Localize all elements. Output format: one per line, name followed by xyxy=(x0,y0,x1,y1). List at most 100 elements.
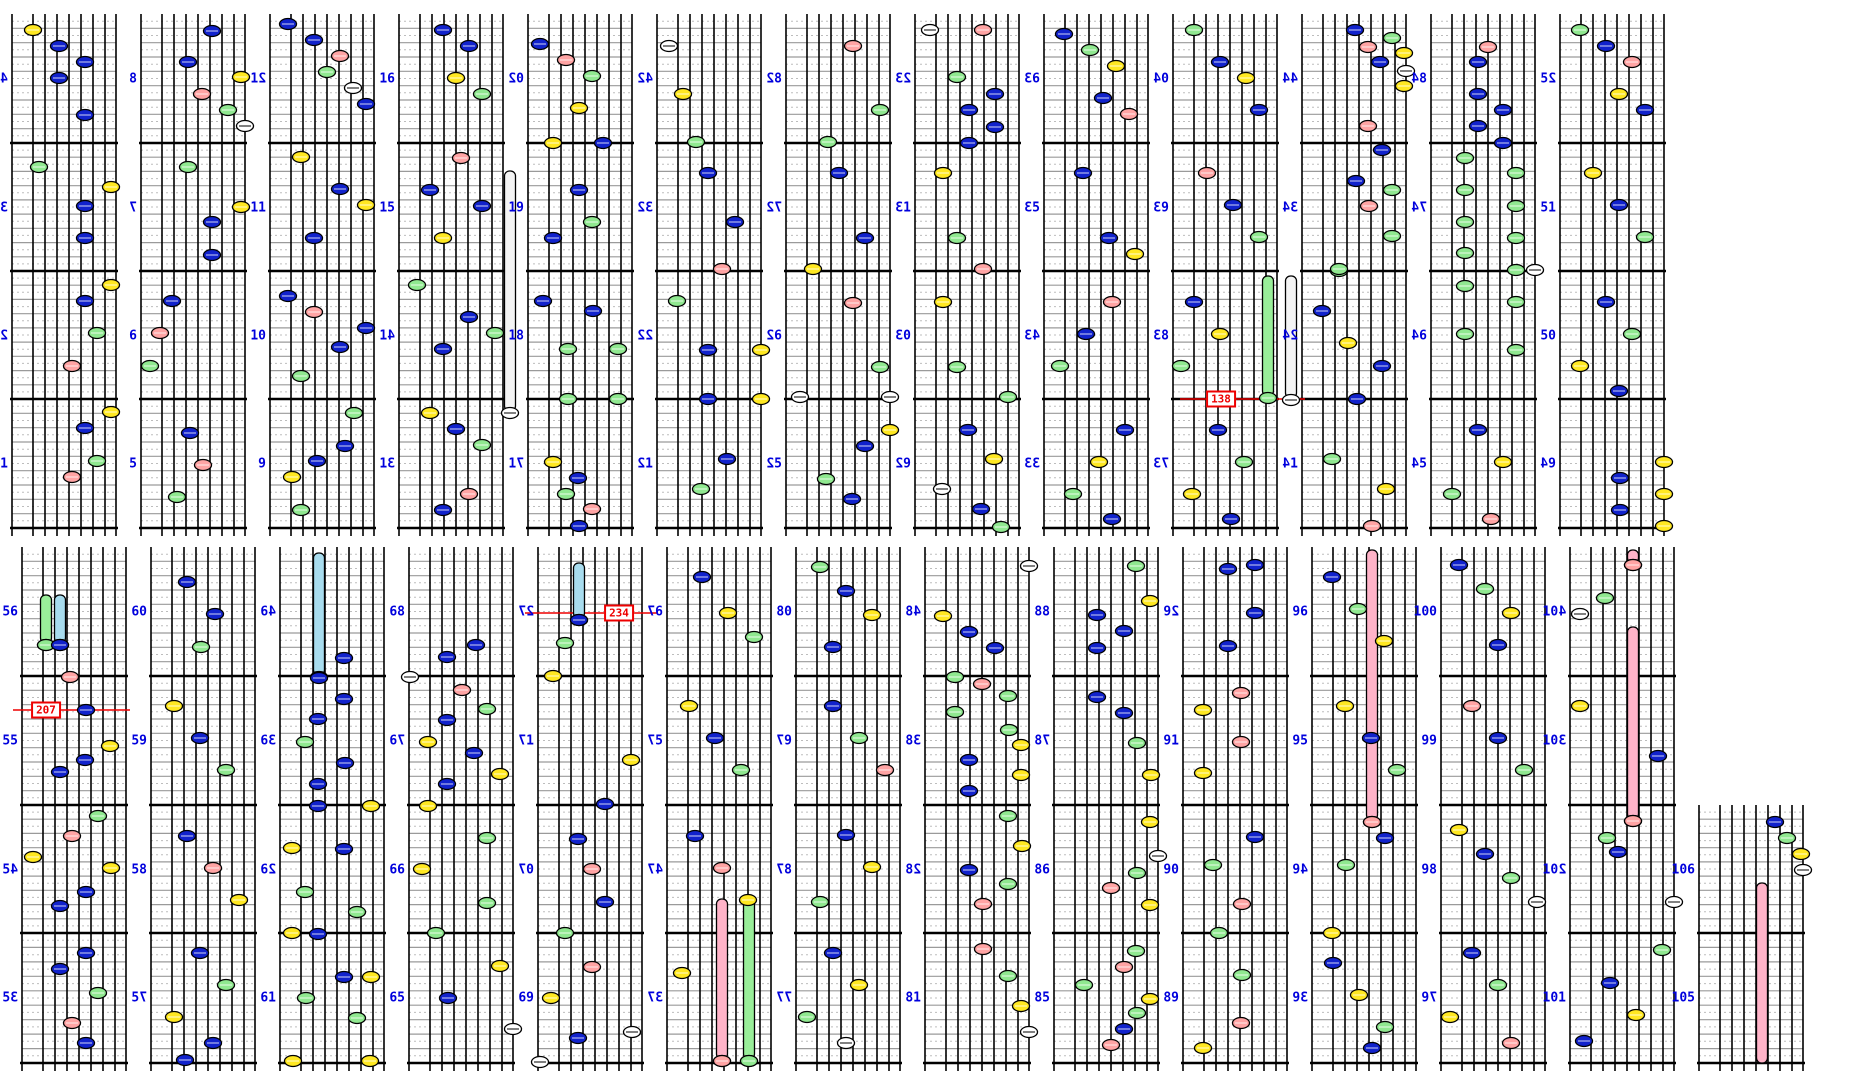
note[interactable] xyxy=(1348,602,1368,616)
note[interactable] xyxy=(698,166,718,180)
note[interactable] xyxy=(621,753,641,767)
note[interactable] xyxy=(304,305,324,319)
note[interactable] xyxy=(433,23,453,37)
sustain-bar[interactable] xyxy=(39,594,53,644)
note[interactable] xyxy=(433,231,453,245)
note[interactable] xyxy=(1382,229,1402,243)
note[interactable] xyxy=(692,570,712,584)
note[interactable] xyxy=(49,71,69,85)
sustain-bar[interactable] xyxy=(1626,626,1640,820)
note[interactable] xyxy=(1347,392,1367,406)
note[interactable] xyxy=(862,608,882,622)
note[interactable] xyxy=(1140,898,1160,912)
note[interactable] xyxy=(235,119,255,133)
note[interactable] xyxy=(1382,31,1402,45)
note[interactable] xyxy=(418,735,438,749)
note[interactable] xyxy=(1376,482,1396,496)
note[interactable] xyxy=(836,828,856,842)
note[interactable] xyxy=(971,502,991,516)
note[interactable] xyxy=(1455,279,1475,293)
note[interactable] xyxy=(972,677,992,691)
note[interactable] xyxy=(75,294,95,308)
note[interactable] xyxy=(1362,519,1382,533)
note[interactable] xyxy=(1140,594,1160,608)
note[interactable] xyxy=(167,490,187,504)
note[interactable] xyxy=(731,763,751,777)
note[interactable] xyxy=(1449,823,1469,837)
note[interactable] xyxy=(490,767,510,781)
note[interactable] xyxy=(282,470,302,484)
note[interactable] xyxy=(330,182,350,196)
note[interactable] xyxy=(1182,487,1202,501)
note[interactable] xyxy=(958,423,978,437)
note[interactable] xyxy=(360,1054,380,1068)
note[interactable] xyxy=(1488,731,1508,745)
note[interactable] xyxy=(203,861,223,875)
note[interactable] xyxy=(1245,558,1265,572)
note[interactable] xyxy=(725,215,745,229)
note[interactable] xyxy=(330,49,350,63)
note[interactable] xyxy=(1218,562,1238,576)
note[interactable] xyxy=(503,1022,523,1036)
note[interactable] xyxy=(1574,1034,1594,1048)
note[interactable] xyxy=(685,829,705,843)
note[interactable] xyxy=(1654,519,1674,533)
note[interactable] xyxy=(1635,103,1655,117)
note[interactable] xyxy=(679,699,699,713)
note[interactable] xyxy=(582,862,602,876)
note[interactable] xyxy=(437,777,457,791)
note[interactable] xyxy=(438,991,458,1005)
note[interactable] xyxy=(60,670,80,684)
note[interactable] xyxy=(1312,304,1332,318)
note[interactable] xyxy=(1583,166,1603,180)
note[interactable] xyxy=(1073,166,1093,180)
tempo-marker[interactable]: 234 xyxy=(604,604,634,622)
note[interactable] xyxy=(1125,247,1145,261)
note[interactable] xyxy=(459,310,479,324)
note[interactable] xyxy=(855,439,875,453)
note[interactable] xyxy=(1102,295,1122,309)
note[interactable] xyxy=(295,735,315,749)
note[interactable] xyxy=(691,482,711,496)
note[interactable] xyxy=(1596,295,1616,309)
note[interactable] xyxy=(500,406,520,420)
note[interactable] xyxy=(216,978,236,992)
note[interactable] xyxy=(420,406,440,420)
note[interactable] xyxy=(1654,455,1674,469)
note[interactable] xyxy=(175,1053,195,1067)
note[interactable] xyxy=(400,670,420,684)
note[interactable] xyxy=(330,340,350,354)
note[interactable] xyxy=(1506,231,1526,245)
note[interactable] xyxy=(595,797,615,811)
note[interactable] xyxy=(1358,119,1378,133)
note[interactable] xyxy=(1791,847,1811,861)
note[interactable] xyxy=(1322,452,1342,466)
note[interactable] xyxy=(193,458,213,472)
note[interactable] xyxy=(1475,847,1495,861)
note[interactable] xyxy=(76,1036,96,1050)
note[interactable] xyxy=(849,978,869,992)
note[interactable] xyxy=(464,746,484,760)
note[interactable] xyxy=(278,289,298,303)
note[interactable] xyxy=(472,438,492,452)
note[interactable] xyxy=(1372,359,1392,373)
note[interactable] xyxy=(998,877,1018,891)
note[interactable] xyxy=(426,926,446,940)
note[interactable] xyxy=(334,970,354,984)
note[interactable] xyxy=(1231,686,1251,700)
note[interactable] xyxy=(50,765,70,779)
note[interactable] xyxy=(1481,512,1501,526)
note[interactable] xyxy=(1011,768,1031,782)
note[interactable] xyxy=(875,763,895,777)
note[interactable] xyxy=(412,862,432,876)
note[interactable] xyxy=(622,1025,642,1039)
note[interactable] xyxy=(568,1031,588,1045)
tempo-marker[interactable]: 138 xyxy=(1206,390,1236,408)
note[interactable] xyxy=(308,712,328,726)
note[interactable] xyxy=(23,850,43,864)
note[interactable] xyxy=(1455,246,1475,260)
note[interactable] xyxy=(1777,831,1797,845)
note[interactable] xyxy=(1382,183,1402,197)
note[interactable] xyxy=(1114,960,1134,974)
note[interactable] xyxy=(543,669,563,683)
